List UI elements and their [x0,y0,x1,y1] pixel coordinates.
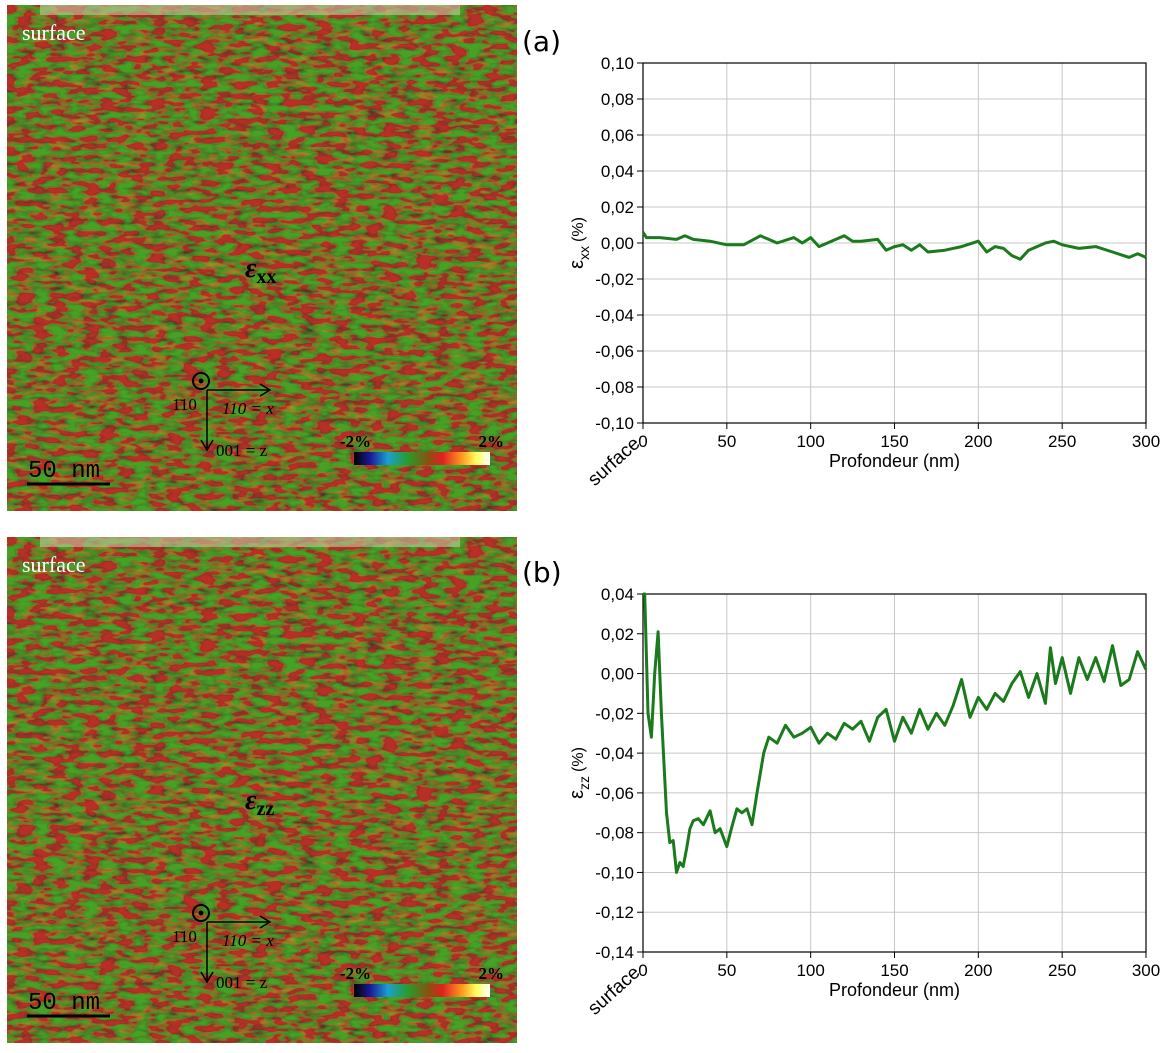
x-arrow [207,915,272,929]
x-tick-label: 200 [964,961,992,980]
subscript: xx [256,266,276,288]
panel-label: (b) [522,556,562,589]
colorbar [354,452,490,465]
y-tick-label: -0,04 [595,744,634,763]
x-tick-label: 250 [1048,432,1076,451]
y-tick-label: -0,02 [595,704,634,723]
z-axis-label: 001 = z [216,973,268,992]
x-arrow [207,383,272,397]
strain-map: surface εxx 1̄10 110 = x 001 = z -2% 2% 50 nm [7,5,517,511]
z-arrow [200,922,214,984]
x-tick-label: 0 [638,432,647,451]
symbol: ε [566,790,588,799]
chart: (a) -0,10 -0,08 -0,06 -0,04 -0,02 0,00 0,02 0,04… [522,25,1160,490]
normal-symbol [192,904,210,922]
x-tick-label: 300 [1132,432,1160,451]
y-tick-label: 0,00 [601,665,634,684]
subscript: zz [576,776,592,790]
y-tick-label: 0,02 [601,625,634,644]
data-line [643,592,1148,874]
surface-annotation: surface [584,433,644,490]
x-tick-label: 300 [1132,961,1160,980]
x-tick-label: 0 [638,961,647,980]
z-axis-label: 001 = z [216,441,268,460]
y-tick-label: 0,02 [601,198,634,217]
unit: (%) [570,747,587,772]
colorbar-max: 2% [479,432,505,451]
y-tick-label: -0,12 [595,903,634,922]
y-tick-label: -0,02 [595,270,634,289]
symbol: ε [245,785,257,816]
x-tick-label: 250 [1048,961,1076,980]
y-tick-label: -0,14 [595,943,634,962]
chart: (b) -0,14 -0,12 -0,10 -0,08 -0,06 -0,04 -0,02 0,… [522,556,1160,1019]
symbol: ε [245,253,257,284]
y-tick-label: 0,06 [601,126,634,145]
x-axis-title: Profondeur (nm) [829,451,960,471]
x-axis-label: 110 = x [222,931,274,950]
subscript: zz [256,798,274,820]
y-tick-label: -0,10 [595,863,634,882]
map-quantity: εzz [245,785,274,820]
y-tick-label: 0,04 [601,585,634,604]
y-tick-label: -0,06 [595,784,634,803]
x-tick-label: 150 [880,432,908,451]
y-axis-title: εxx (%) [566,217,592,269]
map-texture [7,5,517,511]
map-texture [7,537,517,1043]
surface-edge [40,537,460,547]
colorbar-min: -2% [340,964,371,983]
y-tick-label: 0,10 [601,54,634,73]
colorbar-max: 2% [479,964,505,983]
colorbar-min: -2% [340,432,371,451]
colorbar [354,984,490,997]
z-arrow [200,390,214,452]
normal-label: 1̄10 [172,927,197,946]
x-axis-title: Profondeur (nm) [829,980,960,1000]
normal-symbol [192,372,210,390]
y-tick-label: -0,08 [595,824,634,843]
normal-label: 1̄10 [172,395,197,414]
surface-label: surface [22,20,86,45]
subscript: xx [576,246,592,260]
normal-dot [198,378,204,384]
y-tick-label: -0,08 [595,378,634,397]
x-axis-label: 110 = x [222,399,274,418]
x-tick-label: 200 [964,432,992,451]
y-tick-label: -0,10 [595,414,634,433]
y-tick-label: 0,08 [601,90,634,109]
surface-label: surface [22,552,86,577]
x-tick-label: 100 [796,432,824,451]
surface-edge [40,5,460,15]
y-tick-label: 0,00 [601,234,634,253]
normal-dot [198,910,204,916]
surface-annotation: surface [584,962,644,1019]
y-axis-title: εzz (%) [566,747,592,799]
map-quantity: εxx [245,253,276,288]
unit: (%) [570,217,587,242]
y-tick-label: 0,04 [601,162,634,181]
plot-frame [642,593,1147,953]
symbol: ε [566,260,588,269]
data-line [641,231,1147,261]
scale-bar-label: 50 nm [28,458,100,485]
x-tick-label: 150 [880,961,908,980]
y-tick-label: -0,04 [595,306,634,325]
x-tick-label: 100 [796,961,824,980]
y-tick-label: -0,06 [595,342,634,361]
panel-label: (a) [522,25,561,58]
scale-bar-label: 50 nm [28,990,100,1017]
plot-frame [642,62,1147,424]
x-tick-label: 50 [717,432,736,451]
strain-map: surface εzz 1̄10 110 = x 001 = z -2% 2% 50 nm [7,537,517,1043]
x-tick-label: 50 [717,961,736,980]
